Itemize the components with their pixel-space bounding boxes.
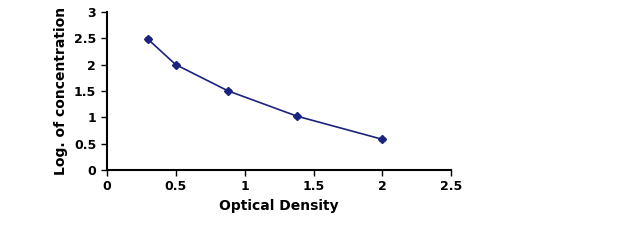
- Y-axis label: Log. of concentration: Log. of concentration: [55, 7, 68, 175]
- X-axis label: Optical Density: Optical Density: [219, 199, 339, 213]
